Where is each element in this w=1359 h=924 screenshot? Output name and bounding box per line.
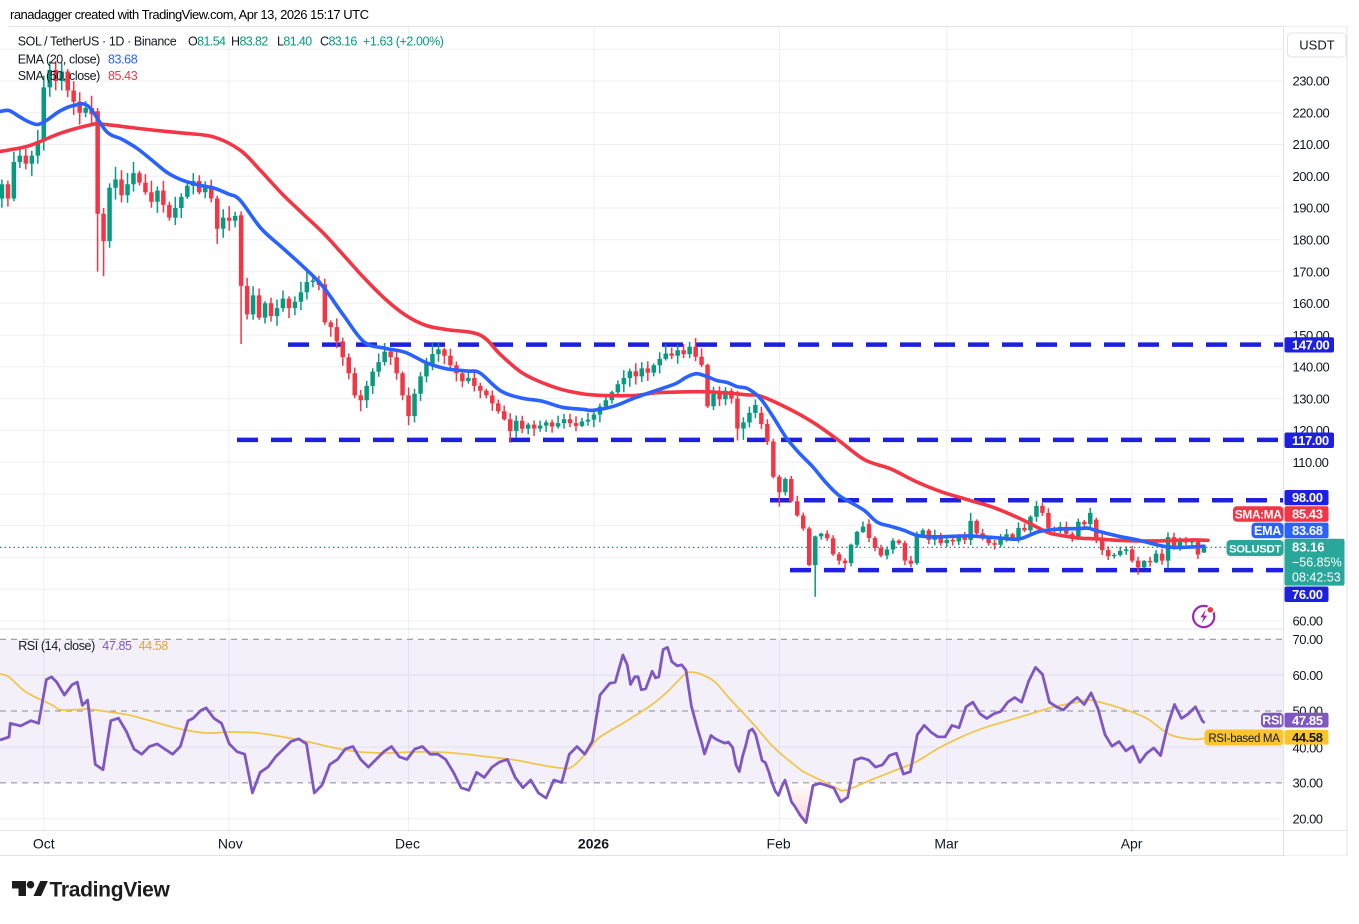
svg-text:44.58: 44.58 bbox=[139, 639, 169, 653]
svg-text:+1.63 (+2.00%): +1.63 (+2.00%) bbox=[363, 35, 444, 49]
svg-text:EMA (20, close): EMA (20, close) bbox=[18, 52, 100, 66]
svg-text:60.00: 60.00 bbox=[1293, 614, 1323, 629]
svg-text:TradingView: TradingView bbox=[50, 879, 171, 902]
svg-text:210.00: 210.00 bbox=[1293, 137, 1330, 152]
svg-text:220.00: 220.00 bbox=[1293, 106, 1330, 121]
svg-text:O81.54: O81.54 bbox=[188, 35, 226, 49]
svg-text:140.00: 140.00 bbox=[1293, 360, 1330, 375]
svg-text:RSI (14, close): RSI (14, close) bbox=[18, 639, 95, 653]
svg-text:Feb: Feb bbox=[767, 836, 791, 852]
svg-text:RSI: RSI bbox=[1262, 714, 1282, 728]
svg-text:83.68: 83.68 bbox=[108, 52, 138, 66]
svg-text:SOLUSDT: SOLUSDT bbox=[1229, 543, 1281, 555]
svg-text:L81.40: L81.40 bbox=[277, 35, 312, 49]
svg-text:85.43: 85.43 bbox=[108, 69, 138, 83]
svg-text:70.00: 70.00 bbox=[1293, 632, 1323, 647]
svg-text:98.00: 98.00 bbox=[1292, 490, 1323, 505]
svg-text:47.85: 47.85 bbox=[102, 639, 132, 653]
svg-text:Nov: Nov bbox=[218, 836, 243, 852]
svg-text:60.00: 60.00 bbox=[1293, 668, 1323, 683]
svg-text:83.16: 83.16 bbox=[1292, 540, 1325, 555]
svg-text:83.68: 83.68 bbox=[1292, 523, 1323, 538]
svg-text:110.00: 110.00 bbox=[1293, 455, 1329, 470]
svg-text:SOL / TetherUS · 1D · Binance: SOL / TetherUS · 1D · Binance bbox=[18, 35, 177, 49]
svg-text:117.00: 117.00 bbox=[1292, 433, 1329, 448]
svg-text:44.58: 44.58 bbox=[1292, 730, 1323, 745]
svg-text:200.00: 200.00 bbox=[1293, 169, 1330, 184]
svg-text:EMA: EMA bbox=[1254, 524, 1281, 538]
svg-text:160.00: 160.00 bbox=[1293, 296, 1330, 311]
svg-text:RSI-based MA: RSI-based MA bbox=[1208, 733, 1280, 745]
svg-text:180.00: 180.00 bbox=[1293, 233, 1330, 248]
svg-text:170.00: 170.00 bbox=[1293, 264, 1330, 279]
svg-text:230.00: 230.00 bbox=[1293, 74, 1330, 89]
svg-text:85.43: 85.43 bbox=[1292, 507, 1323, 522]
svg-text:Apr: Apr bbox=[1121, 836, 1143, 852]
svg-text:SMA:MA: SMA:MA bbox=[1235, 507, 1282, 521]
svg-text:2026: 2026 bbox=[578, 836, 609, 852]
svg-text:47.85: 47.85 bbox=[1292, 713, 1323, 728]
svg-text:190.00: 190.00 bbox=[1293, 201, 1330, 216]
svg-text:ranadagger created with Tradin: ranadagger created with TradingView.com,… bbox=[10, 7, 369, 22]
svg-text:08:42:53: 08:42:53 bbox=[1292, 571, 1341, 585]
svg-text:130.00: 130.00 bbox=[1293, 391, 1330, 406]
svg-text:76.00: 76.00 bbox=[1292, 587, 1323, 602]
svg-text:USDT: USDT bbox=[1299, 38, 1334, 53]
svg-text:SMA (50, close): SMA (50, close) bbox=[18, 69, 100, 83]
svg-text:20.00: 20.00 bbox=[1293, 812, 1323, 827]
svg-text:H83.82: H83.82 bbox=[231, 35, 268, 49]
svg-text:Oct: Oct bbox=[33, 836, 55, 852]
svg-text:C83.16: C83.16 bbox=[320, 35, 357, 49]
svg-text:−56.85%: −56.85% bbox=[1292, 556, 1342, 570]
svg-text:30.00: 30.00 bbox=[1293, 776, 1323, 791]
svg-text:Mar: Mar bbox=[934, 836, 958, 852]
svg-text:Dec: Dec bbox=[395, 836, 420, 852]
svg-text:147.00: 147.00 bbox=[1292, 338, 1330, 353]
